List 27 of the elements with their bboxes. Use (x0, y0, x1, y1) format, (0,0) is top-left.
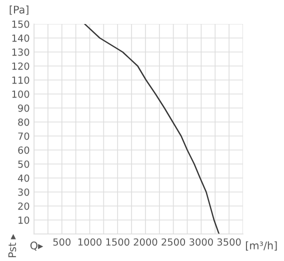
text: [Pa] (10, 6, 28, 15)
y-tick-label: 130 (12, 48, 30, 56)
x-tick-label: 2000 (134, 238, 158, 246)
y-tick-label: 120 (12, 62, 30, 70)
y-tick-label: 110 (12, 76, 30, 84)
y-tick-label: 40 (18, 174, 30, 182)
y-tick-label: 60 (18, 146, 30, 154)
y-tick-label: 50 (18, 160, 30, 168)
y-tick-label: 100 (12, 90, 30, 98)
x-axis-title: Q▸ (30, 242, 44, 251)
x-tick-label: 1000 (78, 238, 102, 246)
y-tick-label: 140 (12, 34, 30, 42)
text: [m³/h] (246, 241, 277, 251)
x-tick-label: 2500 (162, 238, 186, 246)
x-tick-label: 1500 (106, 238, 130, 246)
y-tick-label: 150 (12, 20, 30, 28)
y-tick-label: 10 (18, 216, 30, 224)
x-tick-label: 3500 (217, 238, 241, 246)
x-tick-label: 3000 (190, 238, 213, 246)
y-tick-label: 70 (18, 132, 30, 140)
x-tick-label: 500 (53, 238, 70, 246)
y-axis-title: Pst ▸ (8, 234, 16, 258)
y-tick-label: 30 (18, 188, 30, 196)
y-tick-label: 90 (18, 104, 30, 112)
y-tick-label: 80 (18, 118, 30, 126)
line-series (84, 24, 220, 234)
y-tick-label: 20 (18, 202, 30, 210)
